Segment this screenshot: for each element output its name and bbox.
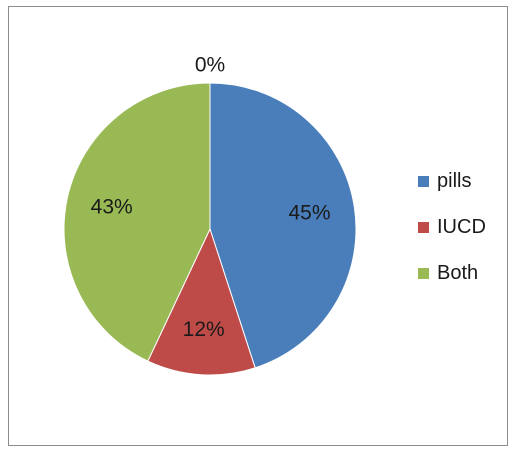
pie-slice-both [63,82,211,362]
slice-label-both: 43% [91,196,133,219]
legend-item-both: Both [418,262,486,284]
legend-swatch-both [418,267,429,279]
slice-label-pills: 45% [288,202,330,225]
slice-label-iucd: 12% [183,318,225,341]
legend-label-both: Both [437,261,479,284]
legend-item-iucd: IUCD [418,216,486,238]
legend-label-iucd: IUCD [437,215,486,238]
legend-label-pills: pills [437,169,472,192]
legend-item-pills: pills [418,170,486,192]
slice-label-zero: 0% [195,54,225,77]
pie-slice-pills [209,82,357,369]
legend-swatch-pills [418,175,429,187]
legend-swatch-iucd [418,221,429,233]
legend: pills IUCD Both [418,170,486,308]
pie-slice-iucd [147,227,256,376]
